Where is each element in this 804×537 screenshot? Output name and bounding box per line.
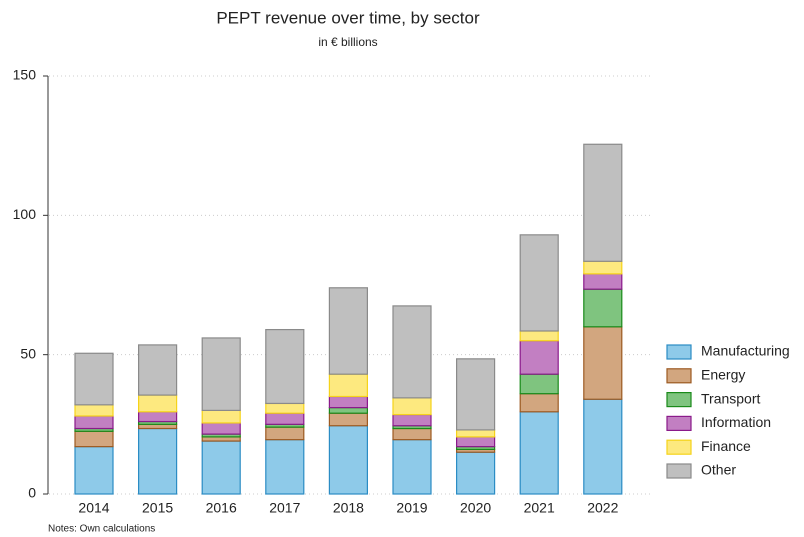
bar-segment [328,425,368,495]
bar-segment [201,337,241,411]
bar-segment [328,395,368,409]
bar-segment [201,440,241,495]
legend-label: Energy [701,367,745,383]
bar-segment [456,429,496,438]
bar-segment [138,394,178,413]
bar-segment [519,373,559,395]
bar-segment [392,427,432,441]
bar-segment [138,423,178,430]
legend-label: Information [701,414,771,430]
bar-segment [392,397,432,416]
bar-segment [138,411,178,423]
legend-swatch [666,415,692,431]
legend-swatch [666,392,692,408]
bar-segment [201,422,241,435]
y-tick-label: 50 [20,345,36,361]
bar-segment [265,328,305,405]
bar-segment [265,402,305,414]
bar-segment [328,373,368,398]
bar-segment [392,413,432,427]
x-tick-label: 2022 [587,500,618,516]
bar-segment [392,439,432,495]
x-tick-label: 2017 [269,500,300,516]
bar-segment [583,143,623,262]
legend-label: Other [701,462,736,478]
bar-segment [583,273,623,290]
bar-segment [519,234,559,332]
bar-segment [456,436,496,448]
bar-segment [265,412,305,425]
note: Notes: Own calculations [48,524,155,535]
legend-swatch [666,344,692,360]
bar-segment [201,436,241,442]
legend-swatch [666,463,692,479]
legend-label: Manufacturing [701,343,790,359]
bar-segment [74,446,114,495]
bar-segment [201,409,241,424]
bar-segment [328,287,368,375]
bar-segment [328,412,368,427]
bar-segment [583,260,623,275]
chart-subtitle: in € billions [318,35,377,49]
bar-segment [519,330,559,342]
bar-segment [138,344,178,396]
y-tick-label: 0 [28,485,36,501]
bar-segment [265,426,305,441]
bar-segment [456,358,496,431]
chart-title: PEPT revenue over time, by sector [216,8,480,27]
bar-segment [519,340,559,375]
bar-segment [519,393,559,413]
bar-segment [328,407,368,414]
y-tick-label: 100 [13,206,37,222]
x-tick-label: 2014 [78,500,109,516]
legend-label: Finance [701,438,751,454]
x-tick-label: 2020 [460,500,491,516]
bar-segment [265,439,305,495]
x-tick-label: 2021 [524,500,555,516]
x-tick-label: 2018 [333,500,364,516]
bar-segment [583,326,623,400]
bar-segment [519,411,559,495]
x-tick-label: 2019 [396,500,427,516]
bar-segment [392,305,432,399]
legend-swatch [666,368,692,384]
bar-segment [74,430,114,448]
bar-segment [583,288,623,328]
legend-label: Transport [701,390,761,406]
bar-segment [138,427,178,495]
x-tick-label: 2015 [142,500,173,516]
legend-swatch [666,439,692,455]
y-tick-label: 150 [13,67,37,83]
bar-segment [74,352,114,406]
bar-segment [74,415,114,430]
x-tick-label: 2016 [206,500,237,516]
bar-segment [583,398,623,495]
bar-segment [74,404,114,417]
bar-segment [456,451,496,495]
